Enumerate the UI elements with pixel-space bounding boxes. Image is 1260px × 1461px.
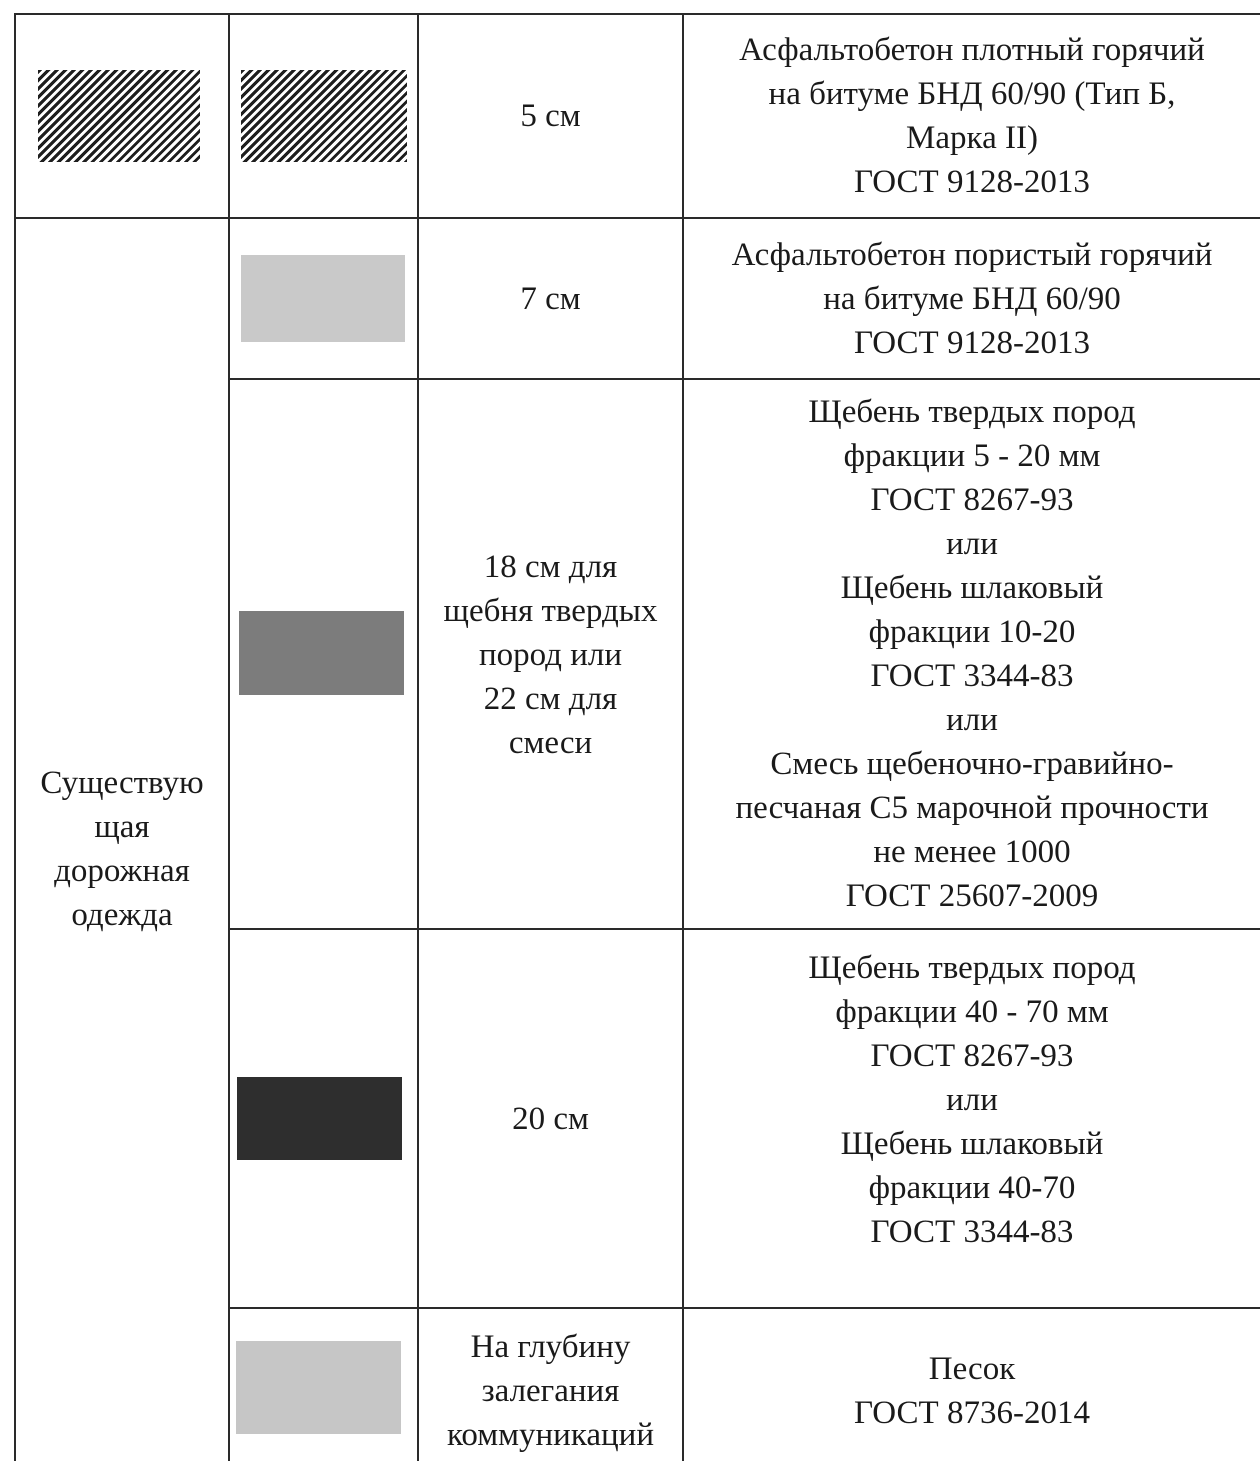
column-divider [228, 13, 230, 1461]
table-border-left [14, 13, 16, 1461]
layer-thickness: На глубину залегания коммуникаций [447, 1329, 654, 1453]
layer-description: Асфальтобетон пористый горячий на битуме… [731, 236, 1213, 361]
group-label: Существую щая дорожная одежда [40, 765, 204, 933]
group-hatch-swatch [38, 70, 200, 162]
layer-swatch [236, 1341, 401, 1434]
layer-description: Асфальтобетон плотный горячий на битуме … [739, 32, 1205, 200]
row-divider [228, 1307, 1260, 1309]
layer-swatch [241, 255, 405, 342]
row-divider [228, 378, 1260, 380]
layer-description: Песок ГОСТ 8736-2014 [854, 1351, 1090, 1431]
layer-swatch [239, 611, 404, 695]
layer-swatch [237, 1077, 402, 1160]
layer-thickness: 20 см [512, 1100, 589, 1137]
layer-thickness: 18 см для щебня твердых пород или 22 см … [443, 549, 658, 761]
column-divider [682, 13, 684, 1461]
row-divider [228, 928, 1260, 930]
row-divider [14, 217, 1260, 219]
layer-description: Щебень твердых пород фракции 5 - 20 мм Г… [735, 394, 1209, 914]
table-border-top [14, 13, 1260, 15]
layer-description: Щебень твердых пород фракции 40 - 70 мм … [808, 950, 1136, 1250]
layer-thickness: 5 см [520, 98, 581, 134]
layer-swatch [241, 70, 407, 162]
layer-thickness: 7 см [520, 280, 581, 317]
column-divider [417, 13, 419, 1461]
